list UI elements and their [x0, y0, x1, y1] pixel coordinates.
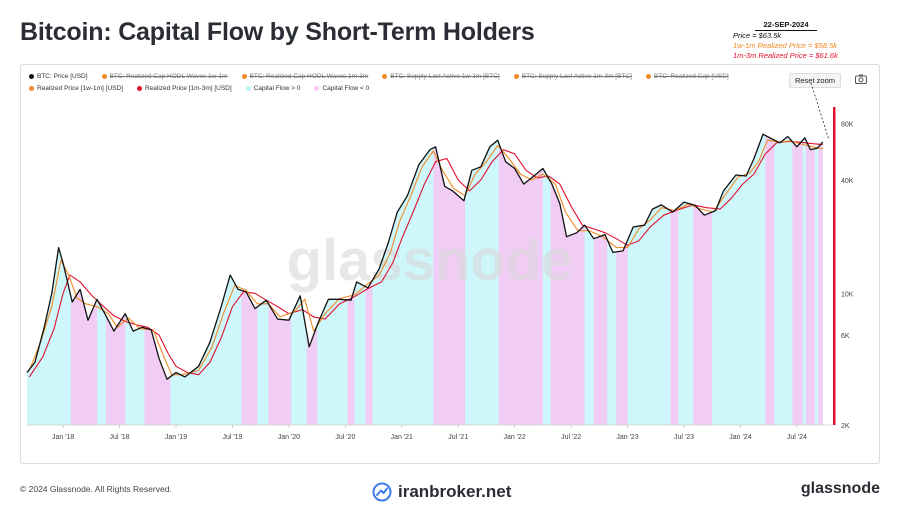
- legend-item[interactable]: BTC: Realized Cap HODL Waves 1m-3m: [241, 73, 369, 80]
- y-tick-label: 2K: [841, 423, 850, 430]
- site-logo-icon: [372, 482, 392, 502]
- footer-site[interactable]: iranbroker.net: [372, 482, 511, 502]
- legend-label: Capital Flow > 0: [253, 85, 301, 92]
- legend-swatch: [29, 74, 34, 79]
- legend-item[interactable]: BTC: Supply Last Active 1w-1m [BTC]: [382, 73, 500, 80]
- capital-flow-negative: [765, 134, 775, 425]
- capital-flow-negative: [498, 134, 543, 425]
- capital-flow-negative: [792, 134, 803, 425]
- legend-swatch: [29, 86, 34, 91]
- chart-panel: BTC: Price [USD] BTC: Realized Cap HODL W…: [20, 64, 880, 464]
- capital-flow-negative: [693, 134, 713, 425]
- legend-swatch: [314, 86, 320, 91]
- legend-row-1: BTC: Price [USD] BTC: Realized Cap HODL W…: [29, 73, 743, 80]
- legend-item[interactable]: BTC: Realized Cap HODL Waves 1w-1m: [101, 73, 228, 80]
- legend-label: Realized Price [1m-3m] [USD]: [144, 85, 232, 92]
- x-tick-label: Jul '22: [561, 434, 581, 441]
- price-annotation: 22-SEP-2024 Price = $63.5k 1w-1m Realize…: [733, 20, 853, 61]
- legend-label: BTC: Realized Cap HODL Waves 1w-1m: [109, 73, 228, 80]
- annotation-price: Price = $63.5k: [733, 31, 782, 40]
- y-tick-label: 80K: [841, 121, 854, 128]
- annotation-rp-1w1m: 1w-1m Realized Price = $58.5k: [733, 41, 838, 50]
- annotation-date: 22-SEP-2024: [755, 20, 817, 31]
- legend-item[interactable]: Capital Flow < 0: [314, 85, 369, 92]
- legend-label: BTC: Realized Cap HODL Waves 1m-3m: [249, 73, 369, 80]
- page-title: Bitcoin: Capital Flow by Short-Term Hold…: [20, 18, 535, 46]
- legend-label: Capital Flow < 0: [322, 85, 370, 92]
- legend-label: Realized Price [1w-1m] [USD]: [37, 85, 123, 92]
- y-tick-label: 6K: [841, 333, 850, 340]
- legend-item[interactable]: Realized Price [1w-1m] [USD]: [29, 85, 123, 92]
- x-tick-label: Jan '19: [165, 434, 187, 441]
- legend-row-2: Realized Price [1w-1m] [USD] Realized Pri…: [29, 85, 383, 92]
- x-tick-label: Jan '22: [503, 434, 525, 441]
- x-tick-label: Jan '20: [278, 434, 300, 441]
- legend-item[interactable]: Capital Flow > 0: [245, 85, 301, 92]
- capital-flow-negative: [616, 134, 628, 425]
- legend-item[interactable]: BTC: Price [USD]: [29, 73, 88, 80]
- x-tick-label: Jan '18: [52, 434, 74, 441]
- capital-flow-negative: [818, 134, 823, 425]
- x-tick-label: Jan '23: [616, 434, 638, 441]
- reset-zoom-button[interactable]: Reset zoom: [788, 73, 841, 88]
- legend-label: BTC: Supply Last Active 1m-3m [BTC]: [521, 73, 632, 80]
- legend-label: BTC: Realized Cap [USD]: [653, 73, 729, 80]
- legend-item[interactable]: BTC: Supply Last Active 1m-3m [BTC]: [513, 73, 632, 80]
- annotation-leader: [810, 82, 830, 141]
- latest-bar: [833, 107, 836, 425]
- x-tick-label: Jul '24: [787, 434, 807, 441]
- y-tick-label: 40K: [841, 178, 854, 185]
- capital-flow-negative: [241, 134, 258, 425]
- capital-flow-negative: [106, 134, 126, 425]
- x-tick-label: Jul '19: [222, 434, 242, 441]
- watermark: glassnode: [287, 228, 574, 293]
- capital-flow-negative: [805, 134, 815, 425]
- legend-item[interactable]: BTC: Realized Cap [USD]: [645, 73, 729, 80]
- legend-swatch: [136, 86, 142, 91]
- x-tick-label: Jul '18: [110, 434, 130, 441]
- capital-flow-negative: [593, 134, 608, 425]
- legend-item[interactable]: Realized Price [1m-3m] [USD]: [136, 85, 232, 92]
- x-tick-label: Jul '21: [448, 434, 468, 441]
- legend-label: BTC: Supply Last Active 1w-1m [BTC]: [390, 73, 500, 80]
- x-tick-label: Jan '21: [391, 434, 413, 441]
- legend-swatch: [382, 74, 388, 79]
- legend-swatch: [645, 74, 651, 79]
- y-tick-label: 10K: [841, 291, 854, 298]
- capital-flow-negative: [71, 134, 97, 425]
- x-tick-label: Jul '20: [335, 434, 355, 441]
- annotation-rp-1m3m: 1m-3m Realized Price = $61.6k: [733, 51, 838, 60]
- footer-brand-logo: glassnode: [800, 480, 880, 497]
- legend-label: BTC: Price [USD]: [37, 73, 88, 80]
- capital-flow-negative: [670, 134, 679, 425]
- x-tick-label: Jul '23: [674, 434, 694, 441]
- legend-swatch: [245, 86, 251, 91]
- chart-plot: glassnode 2K 6K 10K 40K 80K Jan '18 Jul '18 Jan …: [26, 82, 854, 441]
- x-tick-label: Jan '24: [729, 434, 751, 441]
- legend-swatch: [241, 74, 247, 79]
- series-line: [26, 133, 824, 380]
- site-name: iranbroker.net: [398, 482, 512, 501]
- legend-swatch: [101, 74, 107, 79]
- camera-icon[interactable]: [855, 74, 867, 84]
- footer-copyright: © 2024 Glassnode. All Rights Reserved.: [20, 484, 172, 494]
- legend-swatch: [513, 74, 519, 79]
